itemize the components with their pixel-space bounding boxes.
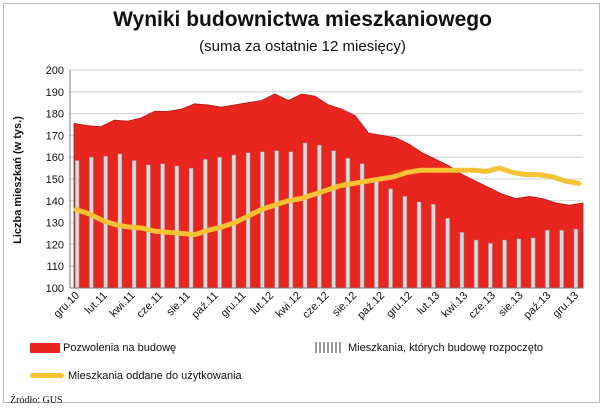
- started-bar: [416, 201, 422, 289]
- started-bar: [302, 142, 308, 289]
- started-bar: [274, 150, 279, 289]
- x-tick-label: sie.12: [330, 290, 359, 319]
- started-bar: [345, 158, 351, 289]
- started-bar: [131, 160, 137, 289]
- legend-label-permits: Pozwolenia na budowę: [63, 342, 177, 354]
- x-tick-label: paź.13: [522, 290, 554, 322]
- started-bar: [530, 237, 536, 289]
- started-bar: [203, 159, 208, 289]
- y-axis-ticks: 100 110 120 130 140 150 160 170 180 190 200: [46, 65, 64, 295]
- started-bar: [260, 151, 265, 289]
- started-bar: [573, 228, 579, 289]
- y-tick-label: 190: [46, 87, 64, 99]
- legend-label-started: Mieszkania, których budowę rozpoczęto: [348, 342, 544, 354]
- started-bar: [146, 164, 151, 289]
- x-tick-label: kwi.13: [440, 290, 471, 321]
- completed-line: [73, 165, 582, 238]
- y-tick-label: 180: [46, 109, 64, 121]
- x-tick-label: cze.12: [300, 290, 331, 321]
- started-bar: [516, 238, 522, 289]
- started-bar: [374, 177, 379, 289]
- started-bar: [545, 229, 550, 289]
- started-bar: [117, 153, 123, 289]
- y-tick-label: 130: [46, 218, 64, 230]
- x-tick-label: sie.13: [496, 290, 525, 319]
- x-tick-label: sie.11: [164, 290, 193, 319]
- legend-swatch-completed: [30, 373, 64, 378]
- legend-item-completed: Mieszkania oddane do użytkowania: [30, 366, 330, 384]
- y-tick-label: 200: [46, 65, 64, 77]
- x-tick-label: lut.11: [83, 290, 110, 317]
- started-bar: [388, 188, 393, 289]
- x-tick-label: gru.11: [218, 290, 248, 320]
- x-tick-label: paź.12: [355, 290, 387, 322]
- started-bar: [160, 163, 165, 289]
- legend-item-permits: Pozwolenia na budowę: [30, 338, 330, 356]
- chart-title: Wyniki budownictwa mieszkaniowego: [113, 8, 492, 31]
- started-bar: [559, 229, 564, 289]
- x-tick-label: cze.11: [134, 290, 165, 321]
- started-bar: [459, 232, 465, 289]
- started-bar: [488, 243, 493, 289]
- x-tick-label: kwi.11: [108, 290, 138, 320]
- started-bar: [288, 151, 294, 289]
- started-bar: [402, 196, 408, 289]
- legend-item-started: Mieszkania, których budowę rozpoczęto: [315, 338, 595, 356]
- x-tick-label: kwi.12: [273, 290, 304, 321]
- chart-subtitle: (suma za ostatnie 12 miesięcy): [199, 38, 406, 55]
- legend-swatch-permits: [30, 343, 60, 353]
- y-tick-label: 150: [46, 174, 64, 186]
- started-bar: [431, 203, 436, 289]
- construction-started-bar-series: [74, 142, 579, 289]
- y-tick-label: 120: [46, 239, 64, 251]
- started-bar: [502, 239, 507, 289]
- axes: [69, 70, 583, 289]
- x-tick-label: lut.13: [415, 290, 443, 318]
- x-tick-label: gru.13: [551, 290, 582, 321]
- started-bar: [89, 156, 94, 289]
- started-bar: [473, 239, 479, 289]
- started-bar: [245, 152, 251, 289]
- legend-label-completed: Mieszkania oddane do użytkowania: [68, 370, 242, 382]
- started-bar: [217, 156, 222, 289]
- started-bar: [74, 160, 80, 289]
- legend-swatch-started: [315, 342, 343, 353]
- source-note: Źródło: GUS: [10, 395, 63, 406]
- y-tick-label: 140: [46, 196, 64, 208]
- y-tick-label: 160: [46, 152, 64, 164]
- y-tick-label: 170: [46, 130, 64, 142]
- completed-line-series: [73, 165, 582, 238]
- x-tick-label: paź.11: [189, 290, 220, 321]
- x-tick-label: cze.13: [467, 290, 498, 321]
- y-tick-label: 100: [46, 283, 64, 295]
- x-tick-label: gru.12: [384, 290, 415, 321]
- started-bar: [188, 167, 194, 289]
- started-bar: [331, 150, 336, 289]
- started-bar: [174, 165, 180, 289]
- y-tick-label: 110: [46, 261, 64, 273]
- x-tick-label: lut.12: [249, 290, 277, 318]
- started-bar: [445, 217, 450, 289]
- started-bar: [317, 144, 322, 289]
